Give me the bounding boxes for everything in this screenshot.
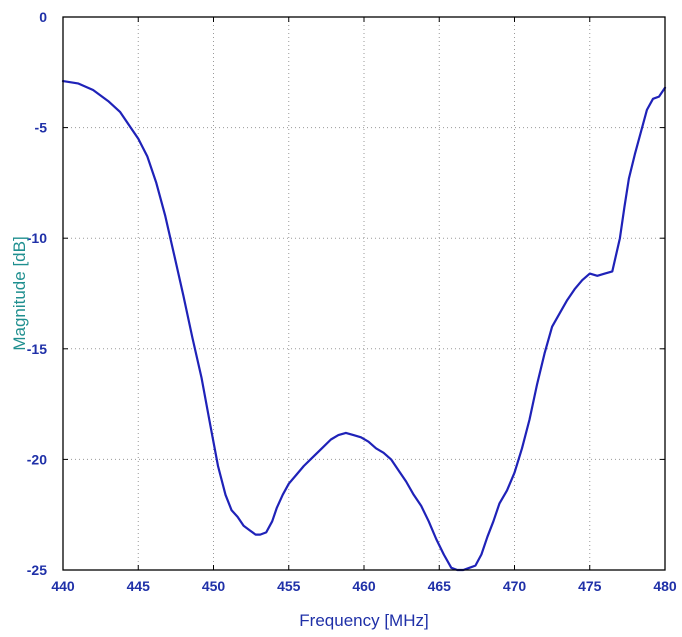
x-tick-label: 455 [277,578,301,594]
x-axis-title: Frequency [MHz] [299,611,428,630]
y-tick-label: -10 [27,230,47,246]
y-tick-label: -20 [27,451,47,467]
x-tick-label: 440 [51,578,75,594]
x-tick-label: 475 [578,578,602,594]
y-axis-ticks: 0 -5 -10 -15 -20 -25 [27,9,665,578]
x-tick-label: 450 [202,578,226,594]
x-tick-label: 465 [428,578,452,594]
plot-area [61,79,667,572]
grid [63,17,665,570]
x-tick-label: 480 [653,578,677,594]
x-axis-ticks: 440 445 450 455 460 465 470 475 480 [51,17,677,594]
y-axis-title: Magnitude [dB] [10,236,29,350]
x-tick-label: 460 [352,578,376,594]
y-tick-label: -15 [27,341,47,357]
y-tick-label: -25 [27,562,47,578]
y-tick-label: 0 [39,9,47,25]
series-line [61,79,667,572]
y-tick-label: -5 [35,120,48,136]
x-tick-label: 470 [503,578,527,594]
x-tick-label: 445 [127,578,151,594]
